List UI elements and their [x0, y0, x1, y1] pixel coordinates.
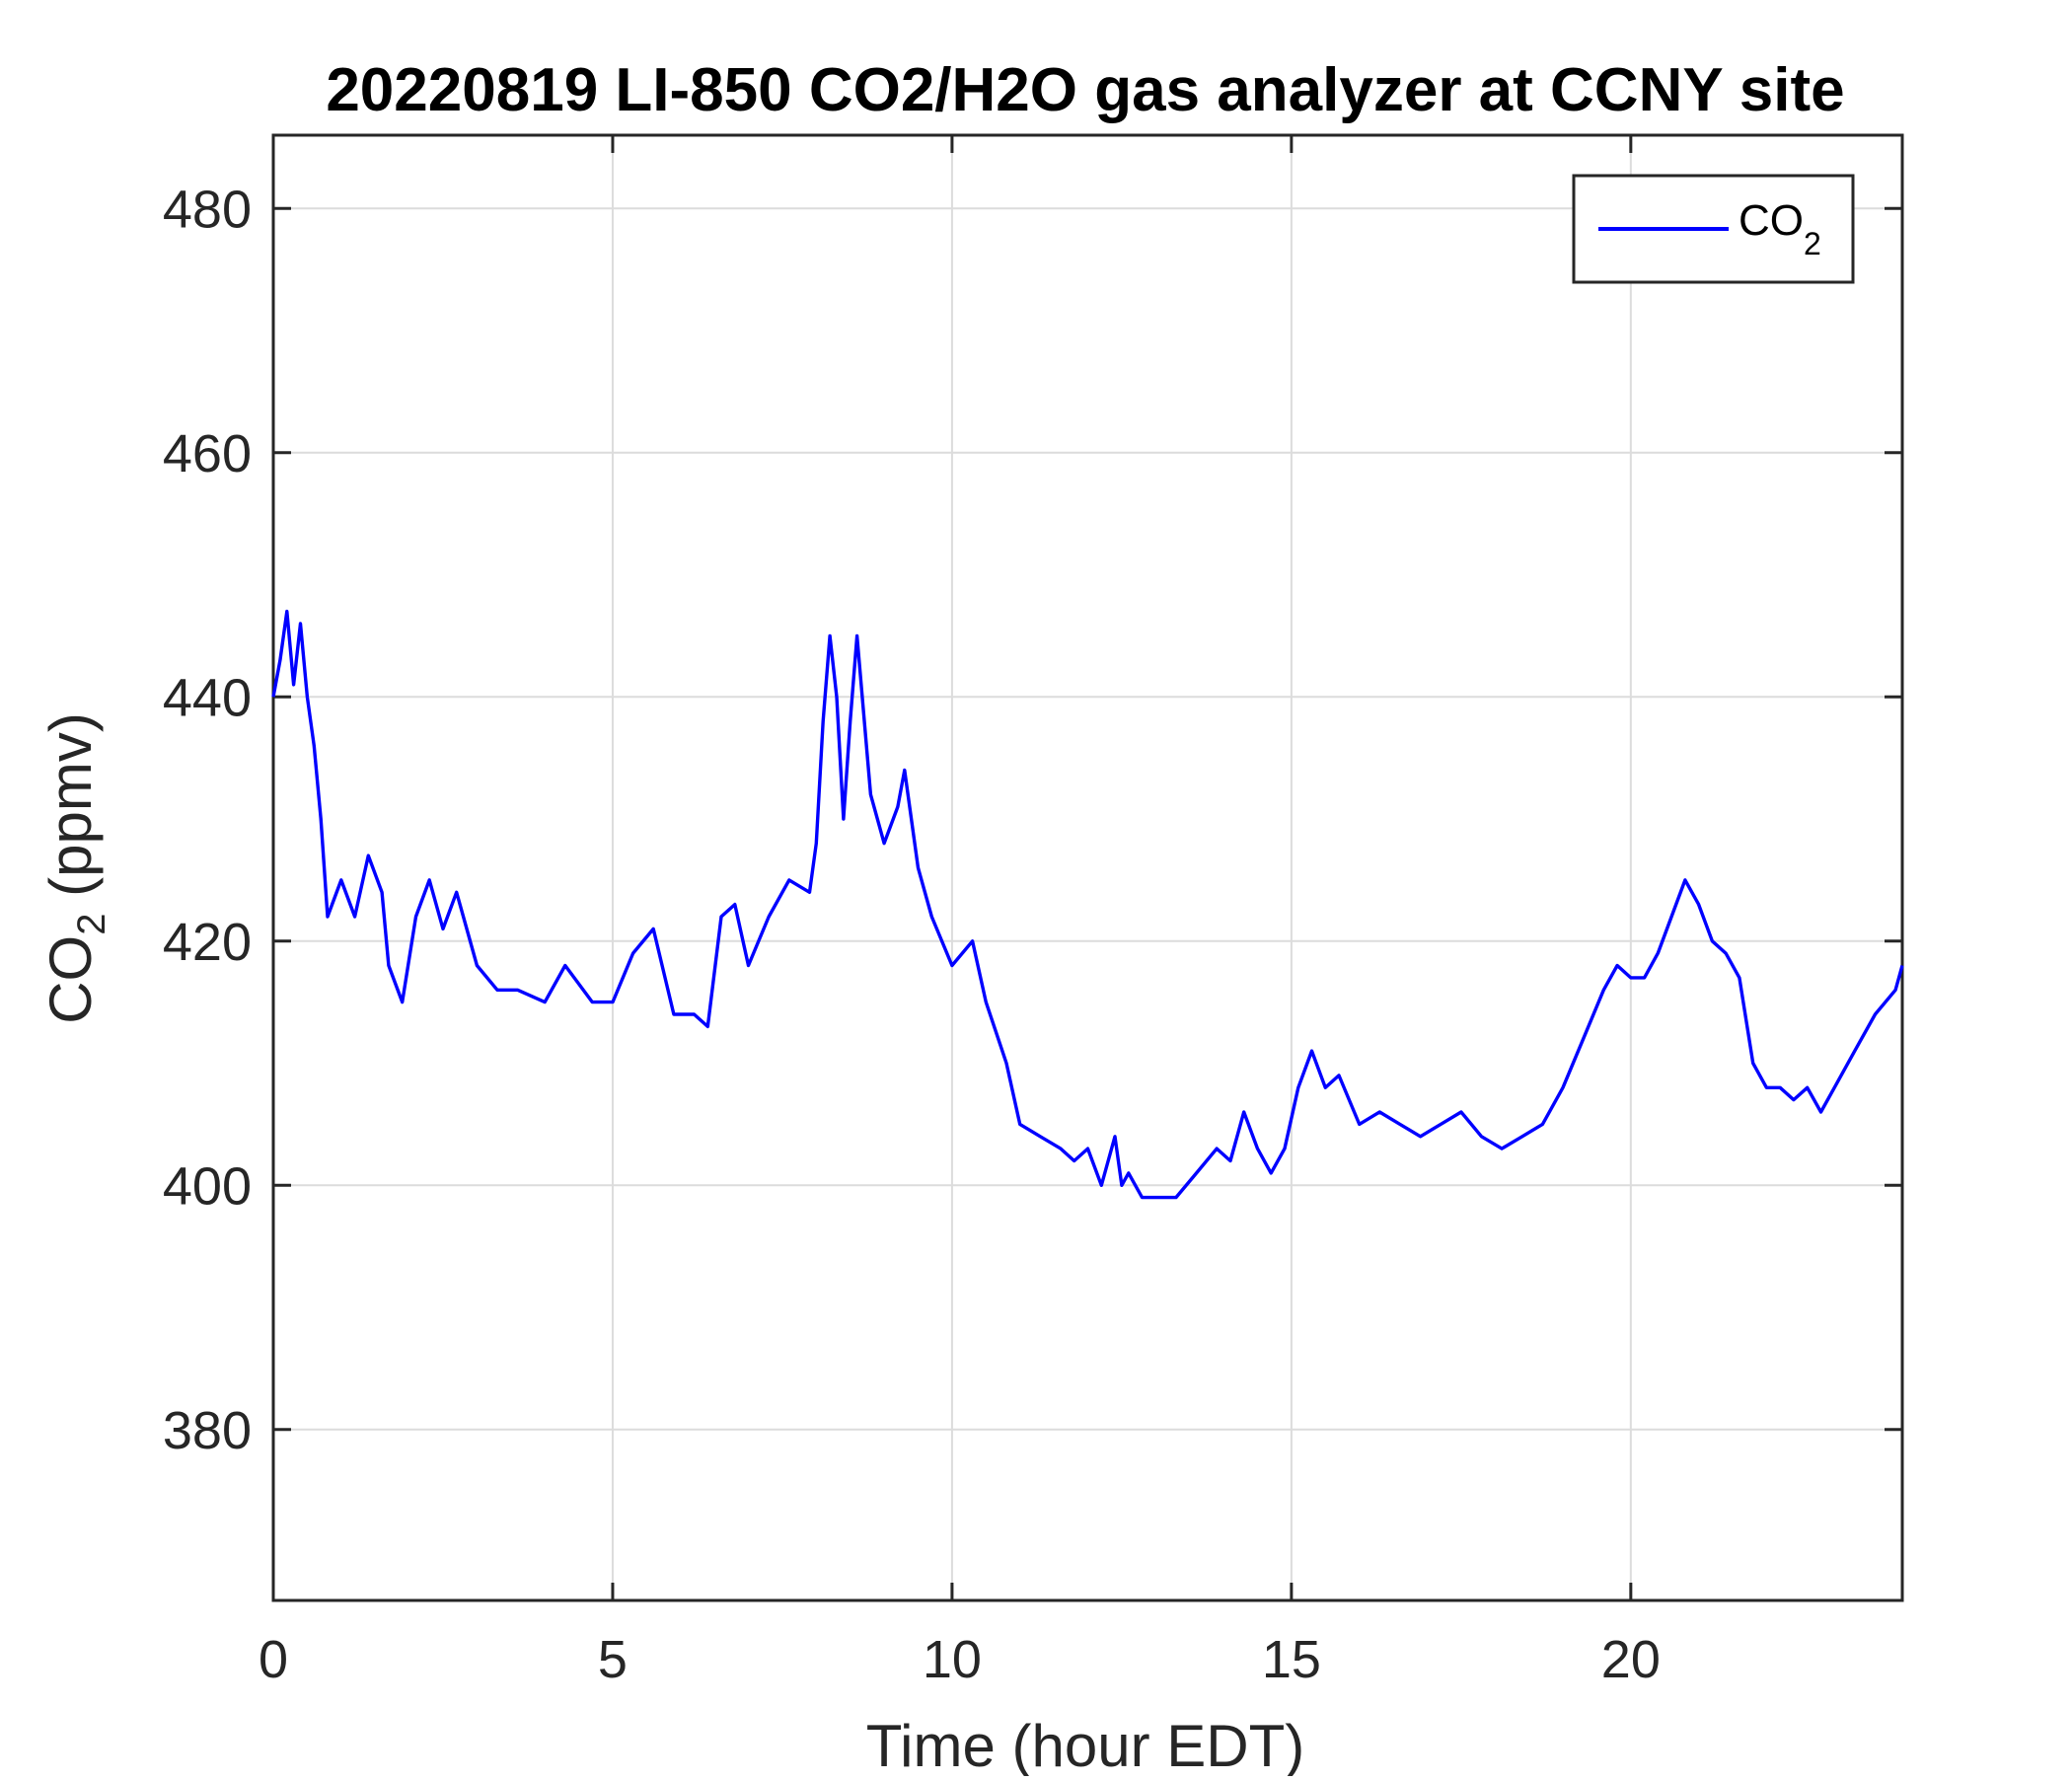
- plot-area-frame: [271, 133, 1904, 1602]
- x-tick-label: 0: [259, 1630, 288, 1689]
- axis-ticks: [271, 135, 1902, 1600]
- y-tick-label: 400: [163, 1156, 252, 1216]
- y-axis-label-subscript: 2: [70, 914, 113, 935]
- legend-label-co2: CO2: [1739, 196, 1821, 261]
- co2-series-line: [271, 609, 1904, 1200]
- x-tick-label: 5: [598, 1630, 628, 1689]
- legend-label-prefix: CO: [1739, 196, 1804, 245]
- x-tick-label: 15: [1262, 1630, 1321, 1689]
- y-tick-label: 380: [163, 1401, 252, 1460]
- y-tick-label: 420: [163, 913, 252, 972]
- y-tick-label: 440: [163, 668, 252, 727]
- grid: [272, 135, 1902, 1600]
- y-axis-label: CO2 (ppmv): [37, 712, 113, 1024]
- y-axis-label-suffix: (ppmv): [37, 712, 104, 913]
- y-axis-label-prefix: CO: [37, 935, 104, 1024]
- y-axis-tick-labels: 380 400 420 440 460 480: [163, 180, 252, 1460]
- x-tick-label: 20: [1601, 1630, 1661, 1689]
- legend: CO2: [1572, 174, 1855, 284]
- x-axis-label: Time (hour EDT): [866, 1713, 1305, 1776]
- chart-title: 20220819 LI-850 CO2/H2O gas analyzer at …: [326, 56, 1844, 124]
- x-tick-label: 10: [923, 1630, 982, 1689]
- y-tick-label: 460: [163, 424, 252, 483]
- y-tick-label: 480: [163, 180, 252, 239]
- legend-label-subscript: 2: [1804, 226, 1821, 261]
- x-axis-tick-labels: 0 5 10 15 20: [259, 1630, 1661, 1689]
